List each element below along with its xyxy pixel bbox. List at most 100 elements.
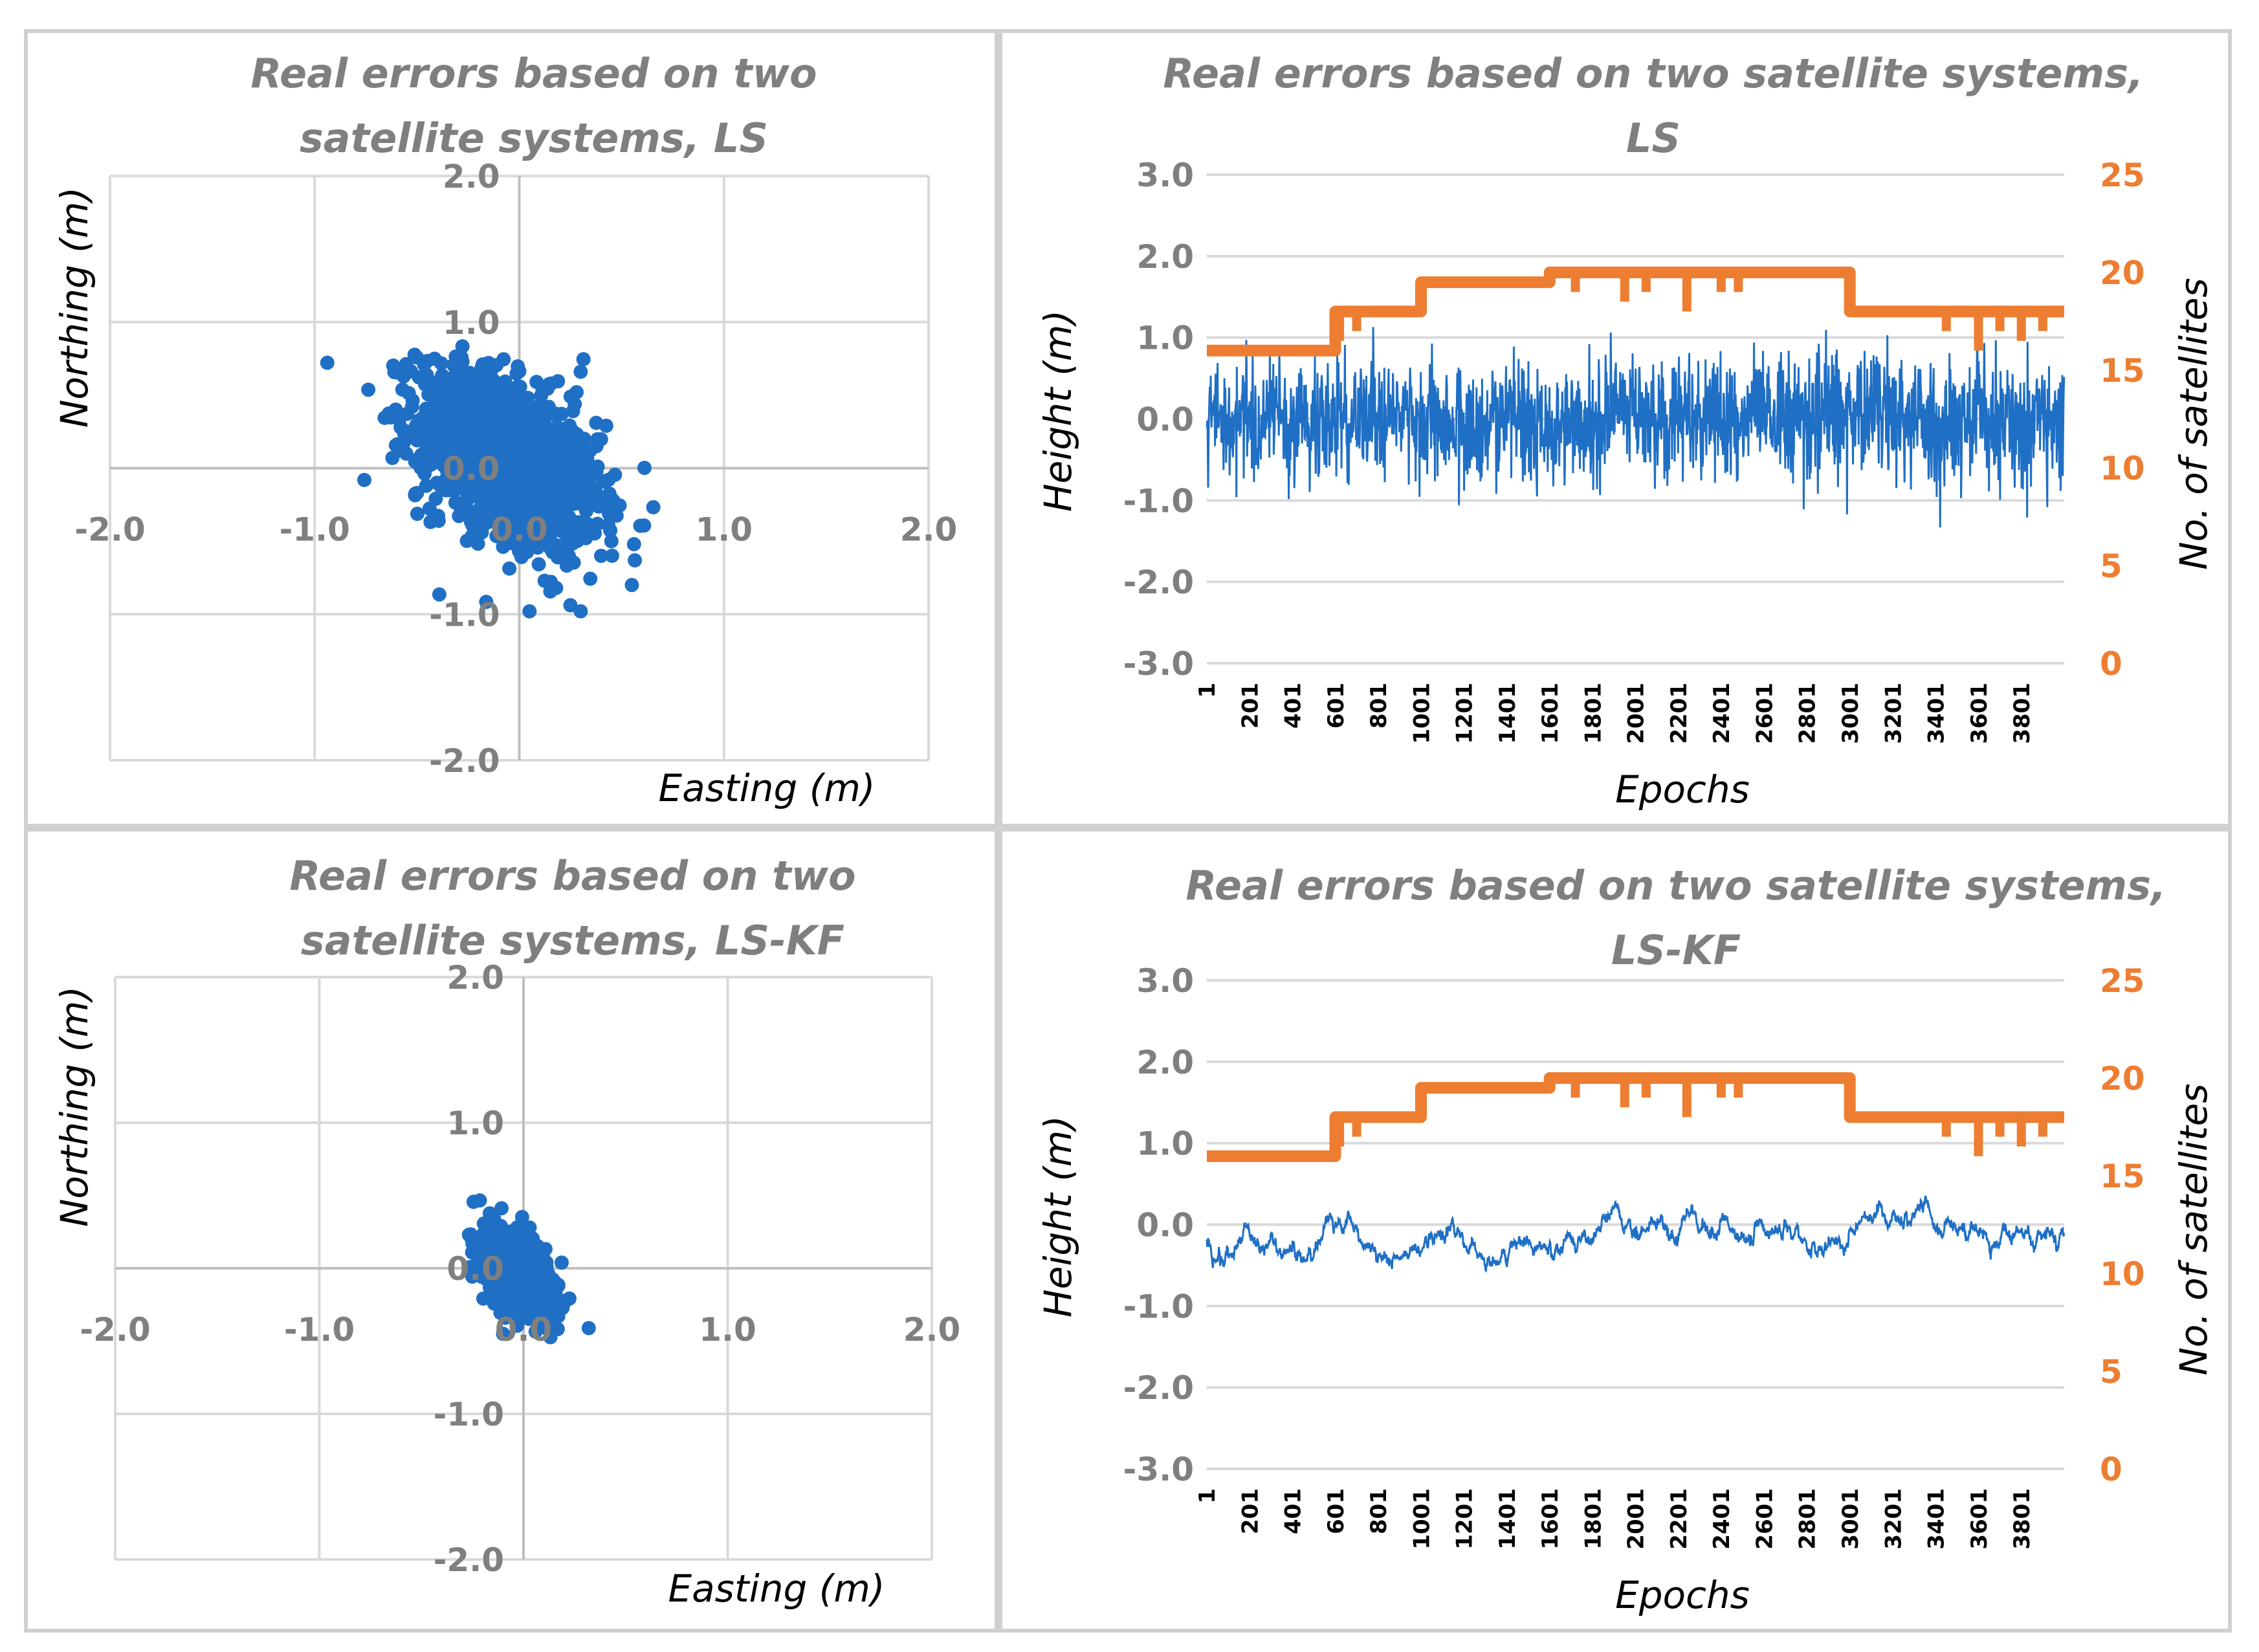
scatter-point — [396, 369, 411, 384]
scatter-point — [569, 385, 584, 400]
x-tick-label: 1001 — [1409, 1488, 1435, 1550]
scatter-points — [320, 339, 661, 619]
scatter-point — [543, 498, 558, 513]
y2-tick-label: 10 — [2100, 1255, 2145, 1293]
scatter-point — [410, 485, 424, 500]
scatter-point — [603, 498, 618, 513]
scatter-point — [604, 548, 619, 563]
scatter-point — [506, 397, 521, 412]
scatter-point — [495, 1285, 510, 1300]
scatter-point — [482, 1273, 497, 1288]
scatter-point — [563, 598, 578, 613]
satellites-series-line — [1207, 267, 2064, 357]
scatter-point — [357, 472, 372, 487]
x-tick-label: -1.0 — [284, 1311, 355, 1349]
x-tick-label: 2601 — [1752, 1488, 1778, 1550]
y-tick-label: -1.0 — [434, 1396, 504, 1433]
y-tick-label: -2.0 — [1123, 564, 1194, 601]
height-series-line — [1206, 1195, 2066, 1273]
x-tick-label: 1801 — [1580, 1488, 1606, 1550]
scatter-chart-ls: Real errors based on two satellite syste… — [52, 50, 957, 810]
x-tick-label: 3601 — [1967, 683, 1992, 744]
x-tick-label: 1 — [1195, 683, 1220, 698]
x-tick-label: -1.0 — [280, 511, 350, 549]
scatter-point — [522, 1220, 537, 1235]
scatter-point — [528, 526, 543, 541]
scatter-point — [624, 578, 639, 593]
scatter-point — [505, 1284, 520, 1299]
x-tick-label: 3201 — [1880, 1488, 1906, 1550]
scatter-point — [467, 419, 482, 434]
scatter-point — [423, 514, 438, 529]
scatter-point — [514, 549, 529, 564]
scatter-point — [410, 350, 424, 365]
scatter-point — [550, 522, 565, 537]
scatter-point — [637, 461, 652, 476]
x-tick-label: 3001 — [1838, 1488, 1864, 1550]
scatter-point — [551, 374, 566, 389]
scatter-point — [555, 487, 569, 502]
scatter-point — [531, 1239, 545, 1253]
scatter-point — [549, 580, 564, 595]
y-tick-label: 2.0 — [1136, 1044, 1194, 1081]
y2-tick-label: 5 — [2100, 547, 2122, 585]
y2-axis-label: No. of satellites — [2172, 1083, 2216, 1375]
satellites-series-line — [1207, 1072, 2064, 1162]
scatter-point — [518, 496, 533, 511]
y2-tick-label: 0 — [2100, 645, 2122, 683]
scatter-point — [393, 420, 408, 435]
scatter-point — [489, 1255, 504, 1270]
scatter-point — [546, 466, 561, 481]
scatter-point — [400, 406, 415, 421]
x-tick-label: 2.0 — [903, 1311, 961, 1349]
scatter-point — [401, 386, 416, 401]
x-tick-label: 0.0 — [490, 511, 548, 549]
scatter-point — [509, 1256, 523, 1271]
x-tick-label: 2001 — [1624, 683, 1649, 744]
scatter-point — [583, 571, 598, 586]
panel-border-bottom-left — [24, 828, 998, 1633]
x-tick-label: 601 — [1323, 683, 1349, 729]
x-tick-label: 3401 — [1924, 1488, 1950, 1550]
y-tick-label: 2.0 — [1136, 238, 1194, 276]
y2-tick-label: 10 — [2100, 450, 2145, 487]
scatter-point — [566, 555, 581, 570]
scatter-point — [457, 388, 472, 403]
x-axis-label: Easting (m) — [658, 766, 875, 810]
x-tick-label: 401 — [1281, 1488, 1306, 1534]
height-series-line — [1206, 327, 2066, 528]
x-tick-label: 1601 — [1537, 1488, 1563, 1550]
x-tick-label: 1.0 — [695, 511, 753, 549]
scatter-point — [547, 441, 562, 456]
x-tick-label: 3401 — [1924, 683, 1950, 744]
x-axis-label: Easting (m) — [668, 1567, 885, 1611]
scatter-point — [603, 523, 618, 538]
scatter-point — [544, 534, 559, 549]
x-tick-label: 201 — [1237, 683, 1263, 729]
x-axis-label: Epochs — [1615, 1573, 1750, 1617]
plot-area: -2.0 -1.0 0.0 1.0 2.0 2.0 1.0 0.0 -1.0 -2.0 — [74, 158, 957, 780]
scatter-point — [385, 450, 400, 465]
scatter-point — [564, 442, 579, 457]
scatter-point — [413, 460, 428, 475]
scatter-point — [456, 476, 471, 491]
scatter-point — [452, 447, 467, 462]
scatter-point — [531, 481, 545, 496]
scatter-point — [432, 587, 446, 602]
scatter-point — [477, 410, 492, 425]
scatter-point — [505, 1272, 520, 1286]
x-tick-label: 801 — [1366, 1488, 1392, 1534]
y-tick-label: -2.0 — [1123, 1369, 1194, 1407]
scatter-point — [320, 355, 335, 370]
scatter-point — [464, 509, 479, 524]
scatter-point — [475, 449, 490, 464]
scatter-point — [510, 1220, 525, 1235]
x-tick-label: 601 — [1323, 1488, 1349, 1534]
y-tick-label: 0.0 — [1136, 1207, 1194, 1244]
y-tick-label: 1.0 — [443, 304, 500, 342]
x-tick-label: 401 — [1281, 683, 1306, 729]
y-tick-label: 2.0 — [443, 158, 500, 195]
y-tick-label: 3.0 — [1136, 962, 1194, 1000]
